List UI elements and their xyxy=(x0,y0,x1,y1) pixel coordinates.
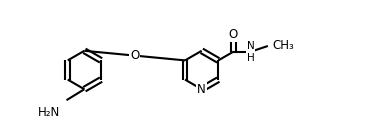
Text: O: O xyxy=(229,28,238,41)
Text: N
H: N H xyxy=(247,41,254,63)
Text: O: O xyxy=(130,49,140,62)
Text: H₂N: H₂N xyxy=(37,106,60,119)
Text: N: N xyxy=(197,83,206,96)
Text: CH₃: CH₃ xyxy=(272,39,294,52)
